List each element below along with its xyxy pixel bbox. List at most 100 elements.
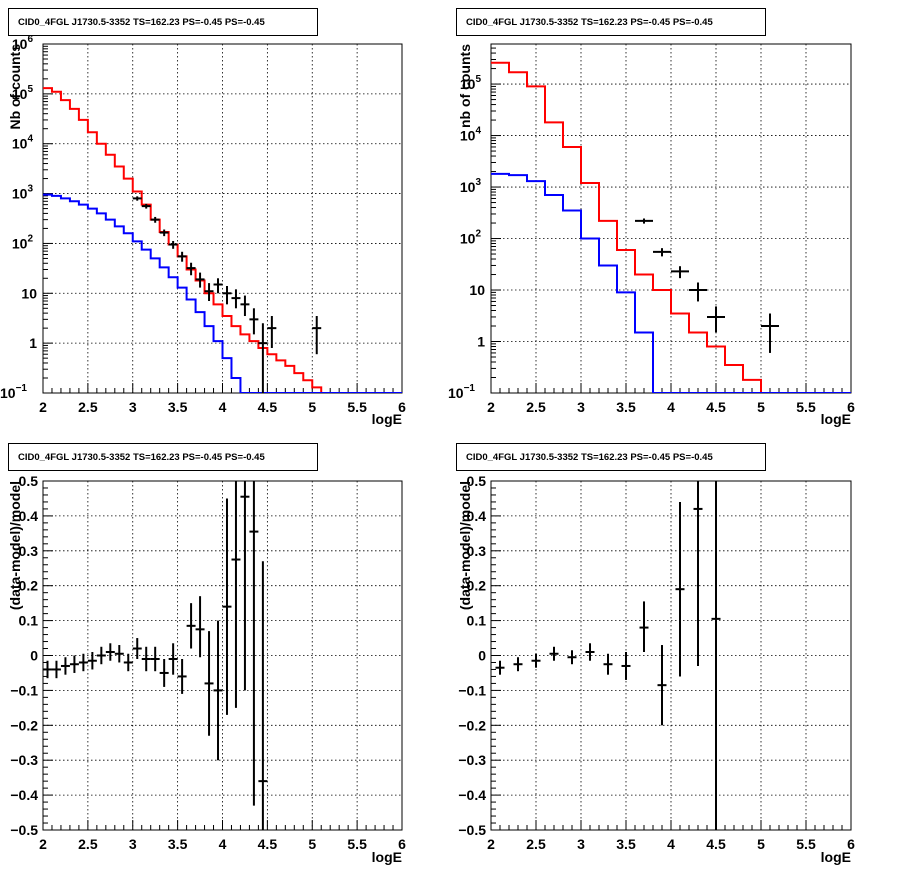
- series-line-1: [43, 87, 402, 393]
- y-tick-label: 0.1: [467, 613, 487, 629]
- data-point: [585, 643, 595, 661]
- data-point: [177, 658, 187, 694]
- y-tick-label: 104: [460, 126, 482, 144]
- data-point: [249, 308, 259, 335]
- y-tick-label: 0.4: [467, 508, 487, 524]
- x-tick-label: 3.5: [616, 399, 636, 415]
- data-layer: [43, 87, 402, 393]
- data-point: [51, 660, 61, 679]
- y-tick-label: −0.4: [10, 787, 38, 803]
- y-axis-label: (data-model)/model: [7, 481, 23, 610]
- y-tick-label: 103: [12, 184, 34, 202]
- data-point: [621, 652, 631, 680]
- chart-panel-3: CID0_4FGL J1730.5-3352 TS=162.23 PS=-0.4…: [7, 443, 406, 865]
- data-point: [249, 481, 259, 806]
- data-point: [195, 272, 205, 288]
- y-tick-label: −0.3: [458, 752, 486, 768]
- y-tick-label: 1: [29, 335, 37, 351]
- x-tick-label: 2: [39, 399, 47, 415]
- data-point: [657, 645, 667, 726]
- data-point: [159, 229, 169, 237]
- data-point: [105, 643, 115, 661]
- data-point: [258, 561, 268, 830]
- data-point: [204, 631, 214, 736]
- data-point: [222, 286, 232, 305]
- data-point: [123, 653, 133, 672]
- y-tick-label: 0.4: [19, 508, 39, 524]
- data-point: [186, 262, 196, 276]
- title-box: [456, 8, 766, 36]
- x-tick-label: 4: [219, 399, 227, 415]
- x-tick-label: 2.5: [526, 836, 546, 852]
- y-tick-label: 0.5: [19, 473, 39, 489]
- y-tick-label: −0.5: [458, 822, 486, 838]
- data-point: [671, 266, 689, 279]
- x-tick-label: 5: [308, 399, 316, 415]
- y-tick-label: −0.5: [10, 822, 38, 838]
- y-tick-label: −0.2: [458, 717, 486, 733]
- x-tick-label: 4: [219, 836, 227, 852]
- x-tick-label: 3.5: [168, 836, 188, 852]
- data-point: [78, 653, 88, 672]
- y-tick-label: 0: [30, 648, 38, 664]
- y-tick-label: 10−1: [448, 383, 475, 401]
- y-tick-label: 0.3: [467, 543, 487, 559]
- data-point: [159, 658, 169, 687]
- x-tick-label: 2.5: [78, 399, 98, 415]
- x-tick-label: 4.5: [258, 836, 278, 852]
- data-point: [711, 481, 721, 830]
- y-tick-label: 10: [21, 285, 37, 301]
- x-tick-label: 4.5: [706, 399, 726, 415]
- data-point: [87, 652, 97, 670]
- chart-panel-4: CID0_4FGL J1730.5-3352 TS=162.23 PS=-0.4…: [456, 443, 855, 865]
- x-tick-label: 2.5: [526, 399, 546, 415]
- data-layer: [491, 61, 851, 393]
- data-point: [267, 316, 277, 348]
- x-axis-label: logE: [821, 411, 851, 427]
- x-tick-label: 5: [757, 836, 765, 852]
- x-tick-label: 5.5: [347, 836, 367, 852]
- series-line-1: [491, 61, 851, 393]
- y-tick-label: 0: [478, 648, 486, 664]
- data-point: [114, 645, 124, 663]
- data-point: [531, 653, 541, 668]
- title-box: [456, 443, 766, 471]
- y-tick-label: −0.3: [10, 752, 38, 768]
- y-tick-label: 0.5: [467, 473, 487, 489]
- y-tick-label: 105: [460, 74, 482, 92]
- x-tick-label: 4: [667, 836, 675, 852]
- data-point: [567, 650, 577, 665]
- title-box: [8, 8, 318, 36]
- title-box: [8, 443, 318, 471]
- data-point: [168, 643, 178, 675]
- y-tick-label: −0.1: [458, 682, 486, 698]
- y-tick-label: −0.2: [10, 717, 38, 733]
- data-point: [168, 240, 178, 249]
- data-point: [96, 646, 106, 665]
- x-tick-label: 4.5: [706, 836, 726, 852]
- data-point: [639, 601, 649, 653]
- y-tick-label: 10: [469, 282, 485, 298]
- x-axis-label: logE: [372, 411, 402, 427]
- chart-panel-1: CID0_4FGL J1730.5-3352 TS=162.23 PS=-0.4…: [0, 8, 406, 427]
- data-point: [258, 323, 268, 393]
- data-point: [689, 282, 707, 302]
- y-tick-label: 106: [12, 34, 34, 52]
- data-point: [231, 481, 241, 708]
- y-tick-label: 105: [12, 84, 34, 102]
- data-point: [761, 313, 779, 353]
- data-point: [312, 316, 322, 355]
- y-axis-label: Nb of counts: [7, 44, 23, 130]
- data-point: [513, 657, 523, 672]
- data-point: [132, 196, 142, 201]
- chart-title: CID0_4FGL J1730.5-3352 TS=162.23 PS=-0.4…: [466, 17, 713, 28]
- y-axis-label: (data-model)/model: [457, 481, 473, 610]
- x-tick-label: 3: [129, 836, 137, 852]
- data-point: [240, 481, 250, 691]
- x-tick-label: 2: [487, 399, 495, 415]
- data-point: [186, 603, 196, 649]
- series-line-2: [491, 172, 851, 393]
- data-point: [69, 655, 79, 673]
- data-point: [150, 646, 160, 672]
